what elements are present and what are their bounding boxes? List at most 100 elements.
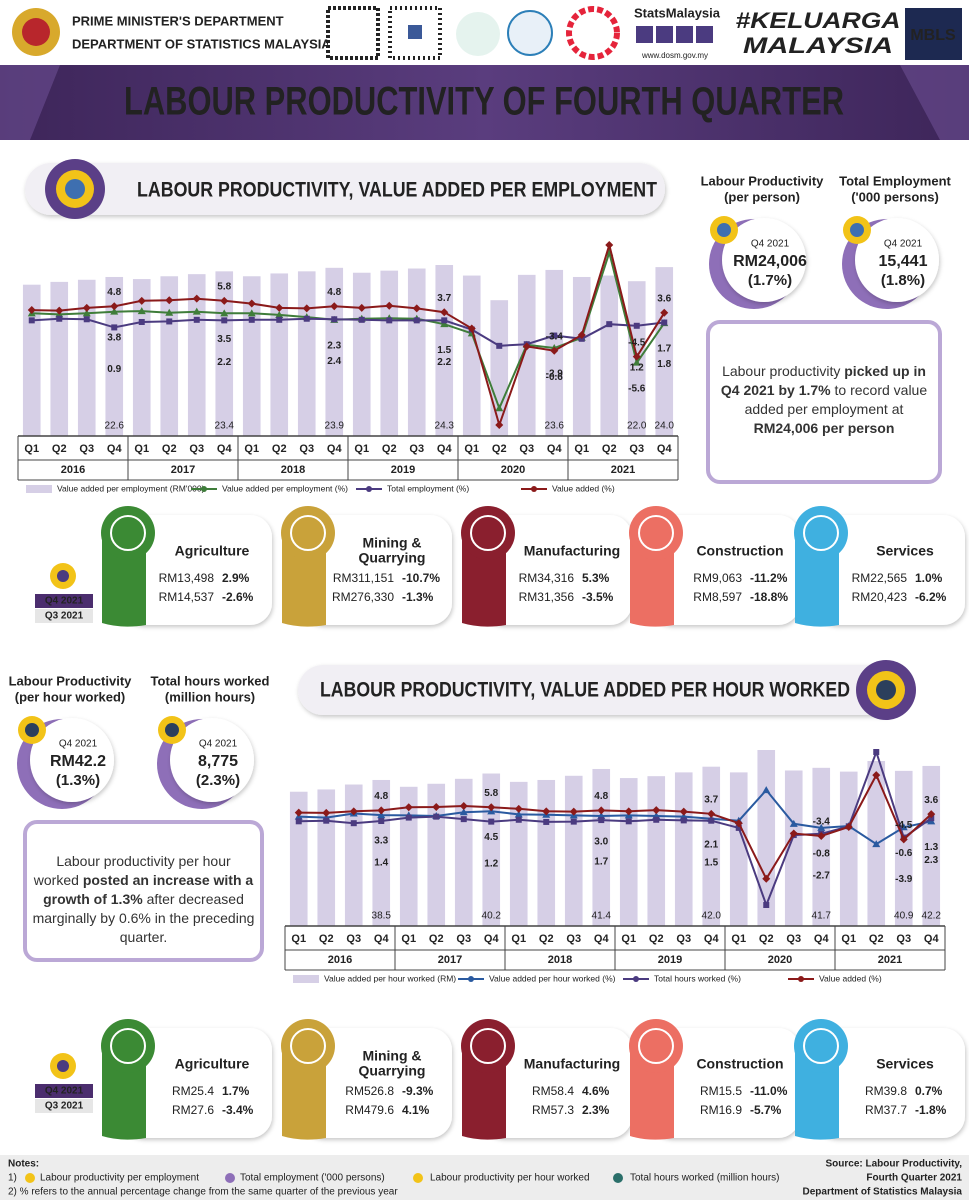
x-tick-label: Q3 — [346, 933, 361, 945]
bar — [812, 767, 831, 926]
line-marker — [487, 803, 496, 812]
line-marker — [247, 299, 256, 308]
line-marker — [680, 817, 687, 824]
kpi-circle — [30, 718, 114, 802]
banner-deco — [0, 65, 60, 140]
line-marker — [248, 316, 255, 323]
x-tick-label: Q2 — [492, 443, 507, 455]
sector-name: Construction — [696, 1056, 783, 1072]
x-tick-label: Q4 — [704, 933, 720, 945]
sector-card — [815, 1028, 965, 1138]
line-label: 3.0 — [594, 837, 608, 848]
bar-label: 22.0 — [627, 421, 647, 432]
kpi-period: Q4 2021 — [199, 739, 238, 750]
sector-q3-change: -18.8% — [750, 590, 788, 604]
line-label: -4.5 — [895, 820, 913, 831]
line-label: 4.8 — [107, 287, 121, 298]
sector-icon-inner — [638, 1028, 674, 1064]
line-label: 1.5 — [437, 345, 451, 356]
line — [31, 248, 666, 411]
line-marker — [276, 316, 283, 323]
logo-text: #KELUARGA — [736, 8, 901, 33]
sector-icon-inner — [290, 1028, 326, 1064]
line-marker — [496, 342, 503, 349]
line-marker — [111, 324, 118, 331]
summary-frame: Labour productivity per hour worked post… — [33, 853, 255, 945]
bar — [132, 279, 151, 436]
legend-q3: Q3 2021 — [45, 1101, 84, 1112]
line-marker — [220, 296, 229, 305]
bar — [490, 300, 509, 436]
sector-q3-change: 4.1% — [402, 1103, 430, 1117]
x-group-label: 2019 — [658, 954, 682, 966]
sector-name: Quarrying — [359, 550, 426, 566]
legend-label: Value added per employment (%) — [222, 483, 348, 493]
x-group-label: 2018 — [548, 954, 572, 966]
bar — [572, 276, 591, 436]
social-icon — [696, 26, 713, 43]
line-marker — [110, 302, 119, 311]
line-label: 2.3 — [327, 340, 341, 351]
line-marker — [433, 813, 440, 820]
org-line: PRIME MINISTER'S DEPARTMENT — [72, 13, 284, 28]
x-tick-label: Q1 — [134, 443, 149, 455]
sector-name: Manufacturing — [524, 1056, 620, 1072]
sector-name: Quarrying — [359, 1063, 426, 1079]
legend-icon-inner — [57, 1060, 69, 1072]
qr-icon — [408, 25, 422, 39]
sector-q3-change: -3.5% — [582, 590, 614, 604]
sector-icon — [281, 1019, 335, 1073]
bar-label: 24.0 — [655, 421, 675, 432]
line-marker — [440, 320, 449, 328]
source: Fourth Quarter 2021 — [866, 1173, 962, 1184]
kpi-change: (2.3%) — [196, 772, 240, 789]
line-marker — [514, 810, 523, 818]
bar — [380, 270, 399, 436]
logo-text: www.dosm.gov.my — [641, 51, 708, 60]
bar — [215, 271, 234, 436]
line-marker — [432, 802, 441, 811]
x-tick-label: Q2 — [319, 933, 334, 945]
line-label: 0.9 — [107, 364, 121, 375]
kpi-circle — [722, 218, 806, 302]
x-tick-label: Q4 — [547, 443, 563, 455]
bar — [537, 779, 556, 926]
x-tick-label: Q3 — [786, 933, 801, 945]
x-tick-label: Q2 — [162, 443, 177, 455]
note-icon — [413, 1173, 423, 1183]
legend-icon-inner — [57, 570, 69, 582]
line-marker — [661, 319, 668, 326]
notes-item: Labour productivity per employment — [40, 1173, 199, 1184]
line-label: 1.5 — [704, 857, 718, 868]
line-marker — [606, 321, 613, 328]
line-marker — [28, 317, 35, 324]
sector-q3-change: -3.4% — [222, 1103, 254, 1117]
line-label: 3.5 — [217, 334, 231, 345]
line-marker — [378, 818, 385, 825]
line-marker — [679, 807, 688, 816]
line-label: -0.6 — [546, 372, 564, 383]
bar-label: 40.2 — [482, 911, 502, 922]
kpi-label: (million hours) — [165, 689, 255, 704]
line-marker — [734, 819, 743, 828]
sector-icon-inner — [110, 515, 146, 551]
sector-icon — [794, 506, 848, 560]
x-tick-label: Q4 — [437, 443, 453, 455]
sector-q4-value: RM15.5 — [700, 1084, 742, 1098]
sector-icon — [794, 1019, 848, 1073]
line-marker — [763, 902, 770, 908]
line-label: 3.8 — [107, 332, 121, 343]
sector-icon-inner — [638, 515, 674, 551]
line-marker — [440, 308, 449, 317]
sector-q4-change: -9.3% — [402, 1084, 434, 1098]
line-marker — [56, 315, 63, 322]
sector-q3-value: RM276,330 — [332, 590, 394, 604]
sector-q4-value: RM526.8 — [345, 1084, 394, 1098]
bar — [270, 273, 289, 436]
bar — [160, 276, 179, 436]
x-group-label: 2020 — [501, 464, 525, 476]
legend-marker — [633, 976, 639, 982]
summary-segment: picked up in Q4 2021 by 1.7% — [720, 363, 926, 398]
